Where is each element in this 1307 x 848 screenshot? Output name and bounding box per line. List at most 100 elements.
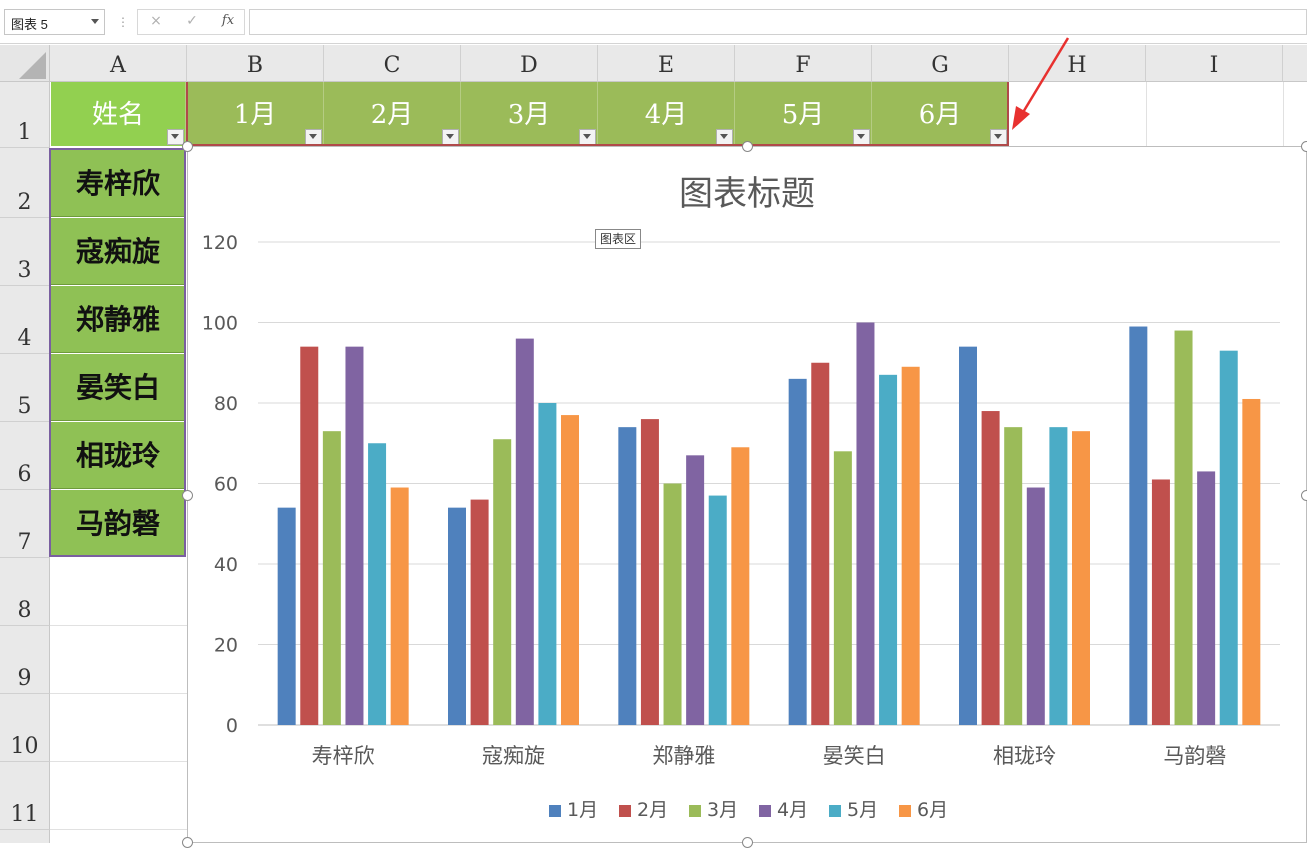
cell-text: 3月 — [507, 100, 551, 130]
chart-bar[interactable] — [788, 378, 807, 725]
legend-label: 3月 — [707, 799, 739, 821]
row-header-7[interactable]: 7 — [0, 490, 50, 558]
chart-bar[interactable] — [833, 451, 852, 725]
chart-bar[interactable] — [1072, 431, 1090, 725]
cell-text: 2月 — [370, 100, 414, 130]
chart-bar[interactable] — [618, 427, 637, 725]
chart-bar[interactable] — [1049, 427, 1068, 725]
row-header-11[interactable]: 11 — [0, 762, 50, 830]
chart-bar[interactable] — [470, 499, 489, 725]
row-header-8[interactable]: 8 — [0, 558, 50, 626]
chart-bar[interactable] — [879, 374, 898, 725]
row-header-5[interactable]: 5 — [0, 354, 50, 422]
chart-bar[interactable] — [515, 338, 534, 725]
cell-a6[interactable]: 相珑玲 — [51, 422, 185, 489]
chart-bar[interactable] — [811, 362, 830, 725]
chart-bar[interactable] — [1026, 487, 1045, 725]
column-header-a[interactable]: A — [50, 45, 187, 82]
chart-bar[interactable] — [1151, 479, 1170, 725]
chart-bar[interactable] — [959, 346, 977, 725]
chart-bar[interactable] — [538, 403, 557, 725]
row-header-3[interactable]: 3 — [0, 218, 50, 286]
row-header-label: 10 — [10, 734, 39, 759]
formula-input[interactable] — [249, 9, 1307, 35]
chart-bar[interactable] — [686, 455, 705, 725]
resize-handle[interactable] — [1301, 141, 1307, 152]
column-header-j[interactable] — [1283, 45, 1307, 82]
cell-a3[interactable]: 寇痴旋 — [51, 218, 185, 285]
chart-bar[interactable] — [368, 443, 387, 725]
resize-handle[interactable] — [182, 490, 193, 501]
chart-bar[interactable] — [708, 495, 727, 725]
chevron-down-icon[interactable] — [91, 19, 99, 24]
chart-bar[interactable] — [277, 507, 296, 725]
y-tick-label: 80 — [214, 393, 238, 415]
y-tick-label: 100 — [202, 313, 238, 335]
chart-bar[interactable] — [856, 322, 875, 726]
legend-item[interactable]: 1月 — [549, 795, 598, 822]
column-header-i[interactable]: I — [1146, 45, 1283, 82]
chart-bar[interactable] — [1004, 427, 1023, 725]
enter-icon[interactable]: ✓ — [186, 13, 198, 29]
chart-bar[interactable] — [1197, 471, 1216, 725]
chart-bar[interactable] — [1174, 330, 1193, 725]
chart-bar[interactable] — [300, 346, 319, 725]
legend-item[interactable]: 2月 — [619, 795, 668, 822]
chart-bar[interactable] — [663, 483, 682, 726]
row-header-label: 3 — [17, 258, 32, 283]
cancel-icon[interactable]: × — [150, 13, 162, 29]
column-header-e[interactable]: E — [598, 45, 735, 82]
legend-item[interactable]: 6月 — [899, 795, 948, 822]
resize-handle[interactable] — [1301, 490, 1307, 501]
row-header-10[interactable]: 10 — [0, 694, 50, 762]
filter-dropdown-icon[interactable] — [716, 129, 733, 145]
chart-bar[interactable] — [493, 439, 512, 725]
chart-bar[interactable] — [981, 411, 1000, 725]
chart-bar[interactable] — [322, 431, 341, 725]
chart-title[interactable]: 图表标题 — [679, 174, 815, 214]
cell-text: 6月 — [918, 100, 962, 130]
chart-bar[interactable] — [901, 366, 920, 725]
resize-handle[interactable] — [182, 141, 193, 152]
name-box[interactable]: 图表 5 — [4, 9, 105, 35]
chart-area-tooltip: 图表区 — [595, 229, 642, 249]
row-header-9[interactable]: 9 — [0, 626, 50, 694]
row-header-1[interactable]: 1 — [0, 82, 50, 148]
cell-a1[interactable]: 姓名 — [51, 82, 186, 146]
row-header-12[interactable] — [0, 830, 50, 843]
select-all-triangle-icon — [19, 52, 46, 79]
cell-a5[interactable]: 晏笑白 — [51, 354, 185, 421]
cell-f1[interactable]: 5月 — [735, 82, 872, 146]
chart-bar[interactable] — [561, 415, 579, 725]
chart-bar[interactable] — [448, 507, 466, 725]
legend-item[interactable]: 4月 — [759, 795, 808, 822]
legend-swatch — [619, 804, 631, 817]
chart-bar[interactable] — [390, 487, 409, 725]
column-header-g[interactable]: G — [872, 45, 1009, 82]
chart-bar[interactable] — [1219, 350, 1238, 725]
column-header-c[interactable]: C — [324, 45, 461, 82]
chart-bar[interactable] — [345, 346, 364, 725]
legend-item[interactable]: 3月 — [689, 795, 738, 822]
resize-handle[interactable] — [742, 141, 753, 152]
chart-bar[interactable] — [1242, 398, 1261, 725]
column-header-b[interactable]: B — [187, 45, 324, 82]
cell-c1[interactable]: 2月 — [324, 82, 461, 146]
insert-function-icon[interactable]: fx — [221, 13, 235, 28]
cell-a4[interactable]: 郑静雅 — [51, 286, 185, 353]
x-tick-label: 晏笑白 — [823, 744, 886, 768]
cell-e1[interactable]: 4月 — [598, 82, 735, 146]
chart-legend[interactable]: 1月 2月 3月 4月 5月 6月 — [187, 795, 1307, 822]
column-header-f[interactable]: F — [735, 45, 872, 82]
chart-bar[interactable] — [731, 447, 750, 725]
cell-g1[interactable]: 6月 — [872, 82, 1009, 146]
cell-a2[interactable]: 寿梓欣 — [51, 150, 185, 217]
chart-bar[interactable] — [1129, 326, 1148, 725]
legend-item[interactable]: 5月 — [829, 795, 878, 822]
cell-d1[interactable]: 3月 — [461, 82, 598, 146]
filter-dropdown-icon[interactable] — [167, 129, 184, 145]
column-header-d[interactable]: D — [461, 45, 598, 82]
cell-b1[interactable]: 1月 — [187, 82, 324, 146]
chart-bar[interactable] — [640, 419, 659, 725]
